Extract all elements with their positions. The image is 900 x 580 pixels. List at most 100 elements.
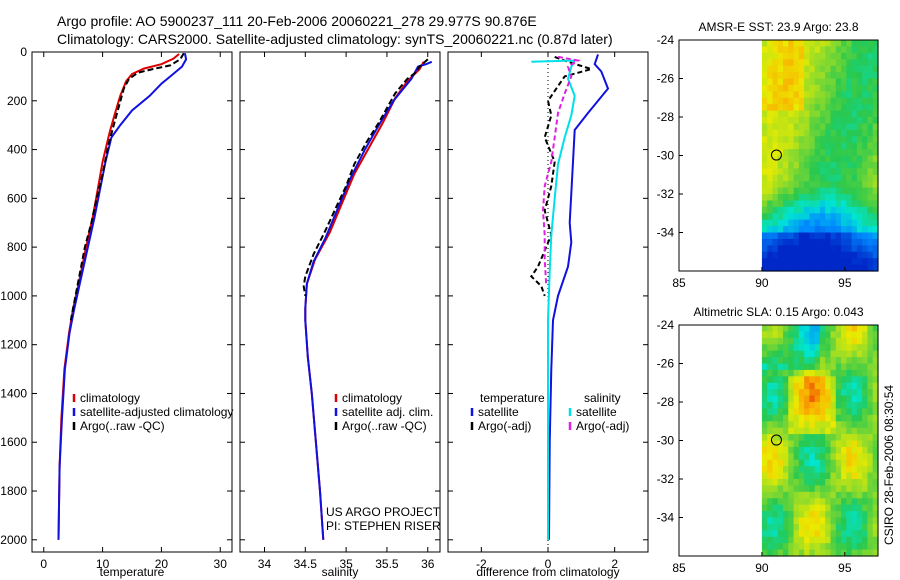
temperature-ytick-label: 600: [7, 191, 27, 205]
sst-heatmap-cell: [862, 149, 869, 157]
sst-heatmap-cell: [788, 187, 795, 195]
sst-heatmap-cell: [804, 65, 811, 73]
sst-heatmap-cell: [772, 264, 779, 272]
salinity-xtick-label: 34.5: [294, 557, 318, 571]
sst-heatmap-cell: [856, 251, 863, 259]
sst-heatmap-cell: [851, 251, 858, 259]
sst-heatmap-cell: [872, 149, 879, 157]
sla-heatmap-cell: [830, 325, 837, 333]
sst-heatmap-cell: [814, 65, 821, 73]
sla-heatmap-cell: [761, 491, 768, 499]
temperature-xlabel: temperature: [100, 565, 165, 579]
sla-heatmap-cell: [846, 402, 853, 410]
sst-heatmap-cell: [867, 251, 874, 259]
sla-heatmap-cell: [798, 421, 805, 429]
sst-heatmap-cell: [846, 72, 853, 80]
sst-heatmap-cell: [862, 161, 869, 169]
sst-heatmap-cell: [777, 206, 784, 214]
sst-heatmap-cell: [783, 258, 789, 266]
sla-heatmap-cell: [777, 485, 784, 493]
sst-heatmap-cell: [830, 264, 837, 272]
sla-heatmap-cell: [761, 459, 768, 467]
sst-heatmap-cell: [862, 59, 869, 67]
sla-heatmap-cell: [772, 479, 779, 487]
sst-heatmap-cell: [761, 65, 768, 73]
sla-heatmap-cell: [767, 408, 774, 416]
sla-heatmap-cell: [798, 376, 805, 384]
sst-heatmap-cell: [835, 110, 842, 118]
sla-heatmap-cell: [788, 536, 795, 544]
sst-heatmap-cell: [761, 206, 768, 214]
sst-heatmap-cell: [804, 251, 811, 259]
sla-heatmap-cell: [777, 376, 784, 384]
sla-heatmap-cell: [825, 543, 832, 551]
sla-heatmap-cell: [846, 357, 853, 365]
sla-heatmap-cell: [830, 440, 837, 448]
sst-heatmap-cell: [783, 149, 789, 157]
sst-heatmap-cell: [841, 84, 847, 92]
sst-heatmap-cell: [814, 238, 821, 246]
sla-heatmap-cell: [819, 543, 826, 551]
sst-heatmap-cell: [825, 104, 832, 112]
sst-heatmap-cell: [783, 65, 789, 73]
sla-heatmap-cell: [788, 376, 795, 384]
sst-heatmap-cell: [761, 91, 768, 99]
sst-heatmap-cell: [772, 110, 779, 118]
sst-heatmap-cell: [814, 245, 821, 253]
sst-heatmap-cell: [793, 232, 800, 240]
sla-heatmap-cell: [835, 369, 842, 377]
sla-heatmap-cell: [777, 549, 784, 557]
sst-heatmap-cell: [867, 142, 874, 150]
sla-heatmap-cell: [835, 485, 842, 493]
sla-heatmap-cell: [804, 382, 811, 390]
sst-heatmap-cell: [856, 200, 863, 208]
sla-heatmap-cell: [767, 414, 774, 422]
sla-heatmap-cell: [835, 536, 842, 544]
sla-heatmap-cell: [867, 389, 874, 397]
sla-heatmap-cell: [804, 369, 811, 377]
sla-heatmap-cell: [830, 357, 837, 365]
sst-heatmap-cell: [788, 123, 795, 131]
sla-heatmap-cell: [793, 350, 800, 358]
sst-heatmap-cell: [788, 142, 795, 150]
sst-heatmap-cell: [809, 110, 816, 118]
sst-heatmap-cell: [862, 65, 869, 73]
sst-heatmap-cell: [856, 206, 863, 214]
sst-heatmap-cell: [835, 40, 842, 48]
sst-heatmap-cell: [867, 245, 874, 253]
sst-heatmap-cell: [862, 219, 869, 227]
sst-heatmap-cell: [841, 136, 847, 144]
sst-heatmap-cell: [846, 168, 853, 176]
sla-heatmap-cell: [819, 427, 826, 435]
sla-ytick-label: -34: [657, 511, 675, 525]
sla-heatmap-cell: [825, 344, 832, 352]
sst-heatmap-cell: [777, 174, 784, 182]
sst-heatmap-cell: [830, 155, 837, 163]
sla-heatmap-cell: [819, 536, 826, 544]
sst-ytick-label: -32: [657, 187, 675, 201]
sst-heatmap-cell: [835, 213, 842, 221]
sla-heatmap-cell: [851, 440, 858, 448]
sst-heatmap-cell: [835, 155, 842, 163]
sla-heatmap-cell: [841, 331, 847, 339]
sst-heatmap-cell: [767, 258, 774, 266]
sla-heatmap-cell: [825, 453, 832, 461]
sla-heatmap-cell: [872, 376, 879, 384]
sla-heatmap-cell: [867, 536, 874, 544]
sla-heatmap-cell: [798, 408, 805, 416]
sst-xtick-label: 85: [672, 276, 686, 290]
sst-heatmap-cell: [856, 72, 863, 80]
sla-heatmap-cell: [761, 325, 768, 333]
sla-heatmap-cell: [772, 491, 779, 499]
sst-heatmap-cell: [798, 117, 805, 125]
sla-heatmap-cell: [819, 357, 826, 365]
salinity-legend-label: Argo(..raw -QC): [342, 419, 427, 433]
sst-heatmap-cell: [761, 200, 768, 208]
sst-heatmap-cell: [772, 65, 779, 73]
sla-heatmap-cell: [761, 549, 768, 557]
sst-heatmap-cell: [783, 91, 789, 99]
sla-heatmap-cell: [830, 466, 837, 474]
sst-heatmap-cell: [809, 238, 816, 246]
sla-heatmap-cell: [841, 498, 847, 506]
